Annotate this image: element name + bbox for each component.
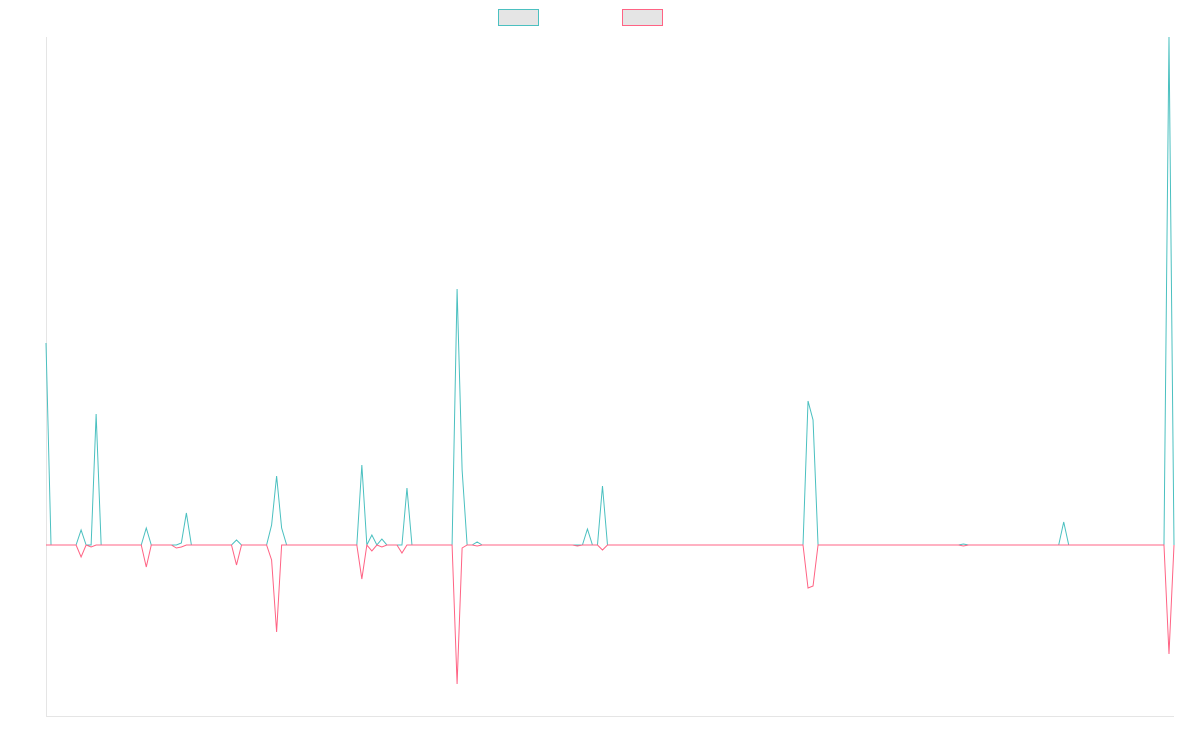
data-line xyxy=(46,543,1175,685)
legend-swatch[interactable] xyxy=(622,9,663,26)
data-line xyxy=(45,36,1175,547)
legend-swatch[interactable] xyxy=(498,9,539,26)
